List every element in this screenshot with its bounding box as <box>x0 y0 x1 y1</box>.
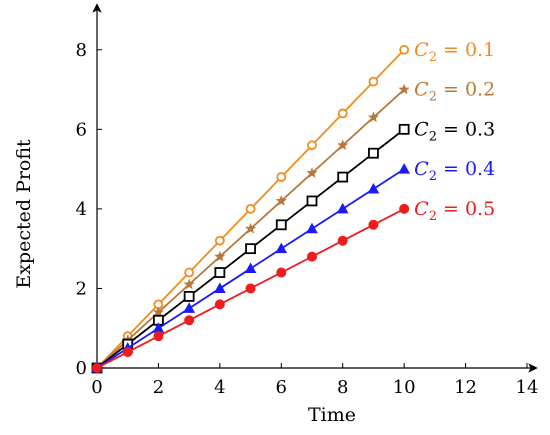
series-label-value: = 0.4 <box>437 158 495 180</box>
series-label-subscript: 2 <box>429 50 437 65</box>
data-point <box>183 290 195 302</box>
x-tick-label: 6 <box>276 377 287 398</box>
data-point <box>275 195 287 206</box>
data-point <box>214 250 226 262</box>
data-point <box>398 83 410 95</box>
data-point <box>245 283 256 294</box>
series-5 <box>92 203 410 373</box>
x-tick-label: 14 <box>516 377 539 398</box>
series-label-symbol: C <box>414 79 429 101</box>
data-point <box>122 347 133 358</box>
series-2 <box>91 83 410 373</box>
series-1 <box>92 44 410 373</box>
data-point <box>245 203 256 214</box>
series-label: C2 = 0.3 <box>414 118 495 144</box>
data-point <box>399 203 410 214</box>
series-label-subscript: 2 <box>429 169 437 184</box>
data-point <box>184 315 195 326</box>
data-point <box>92 363 102 373</box>
data-point <box>275 219 287 231</box>
data-point <box>337 139 349 150</box>
data-point <box>368 76 379 87</box>
y-tick-label: 4 <box>76 199 87 220</box>
data-point <box>367 182 380 194</box>
data-point <box>306 222 318 234</box>
y-axis-title: Expected Profit <box>13 139 35 289</box>
series-label: C2 = 0.1 <box>414 39 495 65</box>
data-point <box>245 243 256 255</box>
series-label: C2 = 0.4 <box>414 158 495 184</box>
series-label-subscript: 2 <box>429 209 437 224</box>
series-label-value: = 0.1 <box>437 39 495 61</box>
data-point <box>214 267 226 278</box>
data-point <box>337 108 348 119</box>
x-tick-label: 2 <box>153 377 164 398</box>
data-point <box>398 163 410 174</box>
data-point <box>244 262 257 274</box>
data-point <box>306 195 318 207</box>
data-point <box>183 278 195 290</box>
series-label-symbol: C <box>414 198 429 220</box>
y-tick-label: 6 <box>76 119 87 140</box>
series-labels: C2 = 0.1C2 = 0.2C2 = 0.3C2 = 0.4C2 = 0.5 <box>414 39 495 224</box>
series-4 <box>91 163 410 373</box>
data-point <box>398 123 410 135</box>
x-tick-label: 0 <box>91 377 102 398</box>
data-point <box>184 267 195 278</box>
y-tick-label: 0 <box>76 358 87 379</box>
series-label-value: = 0.5 <box>437 198 495 220</box>
data-point <box>307 251 317 262</box>
data-point <box>153 331 164 342</box>
data-point <box>306 167 318 178</box>
data-point <box>337 171 349 183</box>
data-point <box>368 147 379 159</box>
series-label-symbol: C <box>414 39 429 61</box>
data-point <box>214 282 226 293</box>
data-point <box>336 202 349 214</box>
data-point <box>152 306 164 318</box>
x-axis-title: Time <box>308 404 356 426</box>
data-point <box>275 242 288 254</box>
series-label-subscript: 2 <box>429 129 437 144</box>
axes <box>92 3 538 373</box>
y-tick-label: 8 <box>76 40 87 61</box>
data-point <box>245 222 257 234</box>
data-point <box>183 302 195 313</box>
data-point <box>307 140 317 151</box>
series-label-symbol: C <box>414 158 429 180</box>
x-tick-label: 8 <box>337 377 348 398</box>
x-tick-label: 4 <box>214 377 225 398</box>
data-point <box>399 44 410 55</box>
data-point <box>214 299 225 310</box>
data-point <box>276 267 287 278</box>
data-point <box>337 235 348 246</box>
series-label-value: = 0.2 <box>437 79 495 101</box>
x-tick-label: 10 <box>393 377 416 398</box>
series-label: C2 = 0.2 <box>414 79 495 105</box>
series-layer <box>91 44 410 374</box>
series-label-subscript: 2 <box>429 90 437 105</box>
x-tick-label: 12 <box>454 377 477 398</box>
series-label-value: = 0.3 <box>437 118 495 140</box>
y-tick-label: 2 <box>76 278 87 299</box>
series-3 <box>91 123 410 374</box>
series-label: C2 = 0.5 <box>414 198 495 224</box>
data-point <box>276 172 287 182</box>
series-label-symbol: C <box>414 118 429 140</box>
ticks: 0 2 4 6 8 10 12 14 0 2 4 6 8 <box>76 40 539 398</box>
data-point <box>367 111 379 123</box>
data-point <box>214 235 225 246</box>
data-point <box>368 219 379 230</box>
